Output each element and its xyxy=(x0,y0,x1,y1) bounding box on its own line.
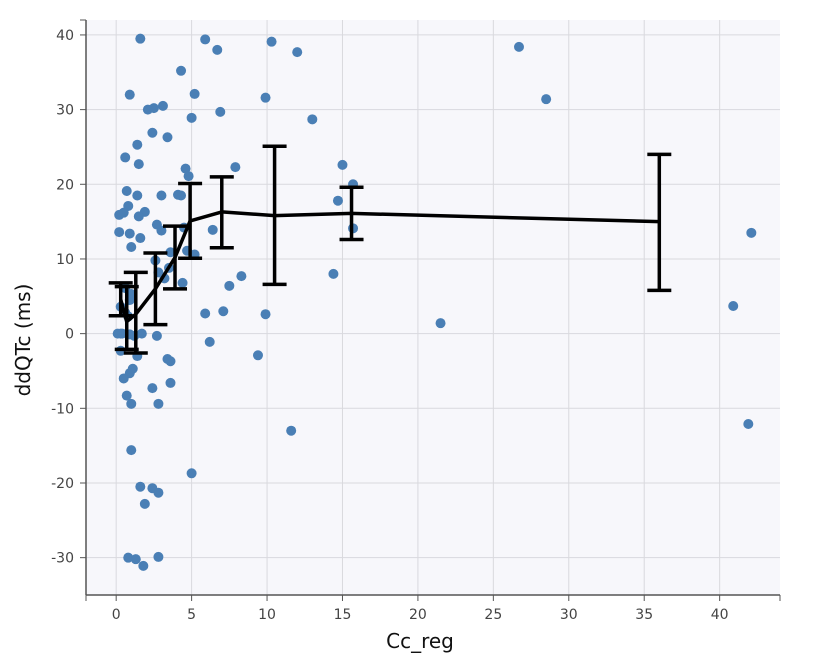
data-point xyxy=(743,418,754,429)
x-tick-label: 15 xyxy=(334,607,352,623)
data-point xyxy=(252,350,263,361)
x-tick-label: 25 xyxy=(484,607,502,623)
data-point xyxy=(728,301,739,312)
data-point xyxy=(435,318,446,329)
data-point xyxy=(165,377,176,388)
y-tick-label: 40 xyxy=(56,28,74,44)
data-point xyxy=(204,336,215,347)
data-point xyxy=(176,65,187,76)
data-point xyxy=(121,186,132,197)
x-axis-label: Cc_reg xyxy=(386,629,454,653)
data-point xyxy=(292,47,303,58)
data-point xyxy=(189,88,200,99)
data-point xyxy=(126,242,137,253)
gridlines xyxy=(86,20,780,595)
x-tick-label: 20 xyxy=(409,607,427,623)
data-point xyxy=(513,41,524,52)
data-point xyxy=(215,106,226,117)
data-point xyxy=(156,190,167,201)
data-point xyxy=(200,308,211,319)
data-point xyxy=(117,328,128,339)
data-point xyxy=(286,425,297,436)
data-point xyxy=(260,92,271,103)
data-point xyxy=(126,445,137,456)
x-tick-label: 5 xyxy=(187,607,196,623)
data-point xyxy=(147,127,158,138)
data-point xyxy=(212,44,223,55)
data-point xyxy=(133,159,144,170)
data-point xyxy=(114,227,125,238)
data-point xyxy=(121,390,132,401)
data-point xyxy=(139,498,150,509)
data-point xyxy=(133,211,144,222)
mean-line xyxy=(119,210,660,324)
data-point xyxy=(307,114,318,125)
x-tick-label: 30 xyxy=(560,607,578,623)
data-point xyxy=(123,552,134,563)
x-ticks: 0 5 10 15 20 25 30 35 40 xyxy=(85,595,781,623)
data-point xyxy=(138,560,149,571)
data-point xyxy=(135,481,146,492)
data-point xyxy=(136,328,147,339)
y-tick-label: -30 xyxy=(51,551,74,567)
data-point xyxy=(118,373,129,384)
y-axis-label: ddQTc (ms) xyxy=(11,284,35,397)
data-point xyxy=(332,195,343,206)
data-point xyxy=(165,356,176,367)
data-point xyxy=(186,468,197,479)
data-point xyxy=(135,33,146,44)
plot-background xyxy=(86,20,780,595)
y-tick-label: 10 xyxy=(56,252,74,268)
data-point xyxy=(151,330,162,341)
data-point xyxy=(132,139,143,150)
data-point xyxy=(218,306,229,317)
data-point xyxy=(148,103,159,114)
data-point xyxy=(266,36,277,47)
axes xyxy=(85,20,780,596)
data-point xyxy=(541,94,552,105)
data-point xyxy=(337,159,348,170)
data-point xyxy=(147,383,158,394)
x-tick-label: 35 xyxy=(635,607,653,623)
y-tick-label: 20 xyxy=(56,177,74,193)
data-point xyxy=(260,309,271,320)
data-point xyxy=(177,277,188,288)
data-point xyxy=(132,190,143,201)
data-point xyxy=(207,224,218,235)
data-point xyxy=(157,100,168,111)
data-point xyxy=(230,162,241,173)
y-tick-label: 0 xyxy=(65,327,74,343)
y-tick-label: 30 xyxy=(56,103,74,119)
x-tick-label: 10 xyxy=(258,607,276,623)
data-point xyxy=(176,190,187,201)
data-point xyxy=(224,280,235,291)
data-point xyxy=(156,225,167,236)
data-point xyxy=(135,233,146,244)
x-tick-label: 0 xyxy=(112,607,121,623)
y-ticks: -30 -20 -10 0 10 20 30 40 xyxy=(51,19,86,567)
data-point xyxy=(183,171,194,182)
data-point xyxy=(120,152,131,163)
y-tick-label: -20 xyxy=(51,476,74,492)
data-point xyxy=(200,34,211,45)
data-point xyxy=(153,551,164,562)
data-point xyxy=(746,227,757,238)
data-point xyxy=(186,112,197,123)
data-point xyxy=(328,268,339,279)
data-point xyxy=(165,247,176,258)
data-point xyxy=(162,132,173,143)
data-point xyxy=(153,487,164,498)
data-point xyxy=(126,398,137,409)
data-point xyxy=(124,89,135,100)
data-point xyxy=(153,398,164,409)
data-point xyxy=(114,209,125,220)
data-point xyxy=(130,554,141,565)
data-point xyxy=(124,228,135,239)
data-point xyxy=(236,271,247,282)
x-tick-label: 40 xyxy=(711,607,729,623)
y-tick-label: -10 xyxy=(51,401,74,417)
